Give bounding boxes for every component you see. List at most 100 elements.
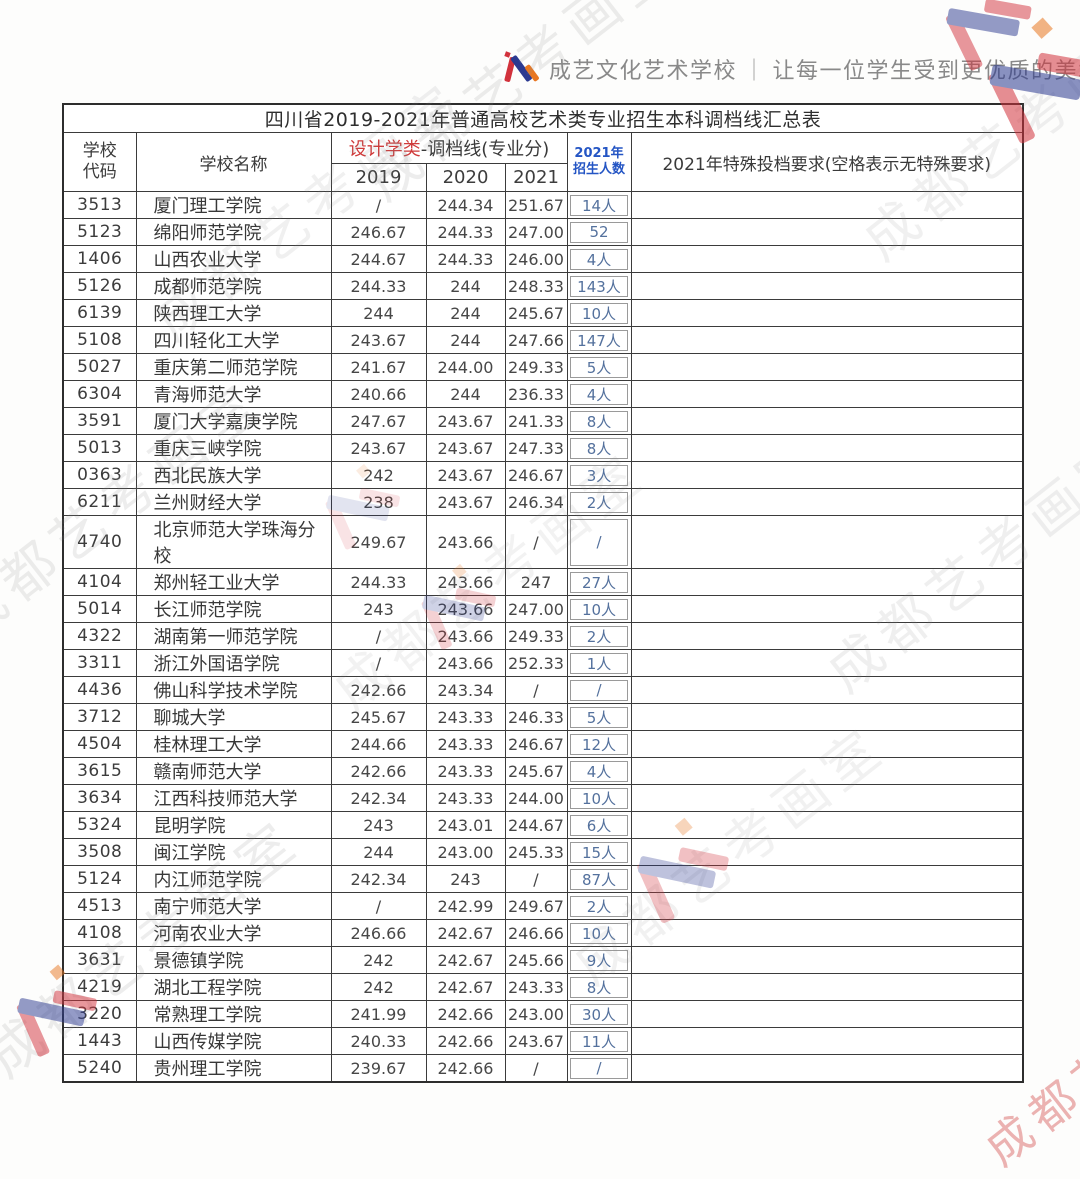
enrollment-cell: 10人 [566,919,632,947]
score-2021-cell: 249.33 [504,622,568,650]
score-2020-cell: 243.66 [425,622,506,650]
special-requirement-cell [630,973,1024,1001]
special-requirement-cell [630,568,1024,596]
score-2021-cell: 246.67 [504,730,568,758]
score-2020-cell: 243.01 [425,811,506,839]
enrollment-cell: 14人 [566,191,632,219]
school-logo-icon [504,51,540,87]
header-category: 设计学类 [348,139,421,160]
table-row: 5014 长江师范学院 243 243.66 247.00 10人 [62,595,1024,623]
score-2019-cell: 242.66 [330,757,427,785]
enrollment-cell: 2人 [566,488,632,516]
special-requirement-cell [630,407,1024,435]
score-2019-cell: 242.66 [330,676,427,704]
enrollment-cell: 10人 [566,299,632,327]
school-code-cell: 1406 [62,245,137,273]
school-code-cell: 5123 [62,218,137,246]
special-requirement-cell [630,1027,1024,1055]
table-row: 1406 山西农业大学 244.67 244.33 246.00 4人 [62,245,1024,273]
score-2020-cell: 243 [425,865,506,893]
score-2021-cell: 243.33 [504,973,568,1001]
school-name-cell: 重庆三峡学院 [135,434,332,462]
table-row: 5126 成都师范学院 244.33 244 248.33 143人 [62,272,1024,300]
special-requirement-cell [630,326,1024,354]
table-row: 5027 重庆第二师范学院 241.67 244.00 249.33 5人 [62,353,1024,381]
enrollment-cell: 8人 [566,434,632,462]
score-2019-cell: / [330,191,427,219]
score-2021-cell: / [504,676,568,704]
score-2019-cell: 244.33 [330,568,427,596]
score-2021-cell: 246.66 [504,919,568,947]
score-2019-cell: 242.34 [330,865,427,893]
score-2021-cell: / [504,1054,568,1083]
school-name-cell: 山西农业大学 [135,245,332,273]
school-name-cell: 河南农业大学 [135,919,332,947]
score-2020-cell: 243.34 [425,676,506,704]
score-2021-cell: 236.33 [504,380,568,408]
table-row: 4219 湖北工程学院 242 242.67 243.33 8人 [62,973,1024,1001]
special-requirement-cell [630,272,1024,300]
enrollment-cell: / [566,515,632,569]
table-row: 3615 赣南师范大学 242.66 243.33 245.67 4人 [62,757,1024,785]
score-2019-cell: 241.99 [330,1000,427,1028]
score-2020-cell: 242.99 [425,892,506,920]
school-name-cell: 常熟理工学院 [135,1000,332,1028]
score-2019-cell: 242 [330,461,427,489]
table-row: 6211 兰州财经大学 238 243.67 246.34 2人 [62,488,1024,516]
table-row: 4108 河南农业大学 246.66 242.67 246.66 10人 [62,919,1024,947]
school-code-cell: 3634 [62,784,137,812]
table-row: 3631 景德镇学院 242 242.67 245.66 9人 [62,946,1024,974]
school-code-cell: 4504 [62,730,137,758]
table-row: 3712 聊城大学 245.67 243.33 246.33 5人 [62,703,1024,731]
score-2019-cell: 244 [330,838,427,866]
score-2021-cell: 243.67 [504,1027,568,1055]
special-requirement-cell [630,946,1024,974]
score-2021-cell: 247.00 [504,595,568,623]
score-2020-cell: 243.67 [425,407,506,435]
school-name-cell: 陕西理工大学 [135,299,332,327]
special-requirement-cell [630,595,1024,623]
score-2021-cell: 249.33 [504,353,568,381]
table-row: 3220 常熟理工学院 241.99 242.66 243.00 30人 [62,1000,1024,1028]
school-code-cell: 3220 [62,1000,137,1028]
school-code-cell: 4513 [62,892,137,920]
enrollment-cell: 8人 [566,973,632,1001]
special-requirement-cell [630,218,1024,246]
enrollment-cell: 30人 [566,1000,632,1028]
score-2021-cell: 247.66 [504,326,568,354]
school-name-cell: 四川轻化工大学 [135,326,332,354]
school-code-cell: 4104 [62,568,137,596]
score-2021-cell: 244.00 [504,784,568,812]
school-name-cell: 湖南第一师范学院 [135,622,332,650]
table-row: 5124 内江师范学院 242.34 243/87人 [62,865,1024,893]
enrollment-cell: 15人 [566,838,632,866]
score-2020-cell: 243.66 [425,595,506,623]
special-requirement-cell [630,191,1024,219]
score-2020-cell: 244 [425,299,506,327]
score-2020-cell: 243.66 [425,515,506,569]
table-row: 4513 南宁师范大学/242.99 249.67 2人 [62,892,1024,920]
score-2021-cell: 244.67 [504,811,568,839]
school-code-cell: 4322 [62,622,137,650]
score-2020-cell: 244.34 [425,191,506,219]
table-row: 5240 贵州理工学院 239.67 242.66// [62,1054,1024,1083]
enrollment-cell: 8人 [566,407,632,435]
score-2019-cell: 238 [330,488,427,516]
header-category-group: 设计学类-调档线(专业分) [330,132,568,164]
score-2020-cell: 243.33 [425,784,506,812]
score-2021-cell: 248.33 [504,272,568,300]
header-category-suffix: -调档线(专业分) [420,139,550,160]
score-2020-cell: 243.67 [425,434,506,462]
special-requirement-cell [630,919,1024,947]
enrollment-cell: 2人 [566,622,632,650]
table-row: 6304 青海师范大学 240.66 244 236.33 4人 [62,380,1024,408]
enrollment-cell: 9人 [566,946,632,974]
score-2019-cell: 245.67 [330,703,427,731]
special-requirement-cell [630,515,1024,569]
score-2021-cell: 246.67 [504,461,568,489]
school-name-cell: 西北民族大学 [135,461,332,489]
score-2021-cell: / [504,865,568,893]
score-2019-cell: 242 [330,946,427,974]
table-row: 3591 厦门大学嘉庚学院 247.67 243.67 241.33 8人 [62,407,1024,435]
score-2020-cell: 242.66 [425,1054,506,1083]
